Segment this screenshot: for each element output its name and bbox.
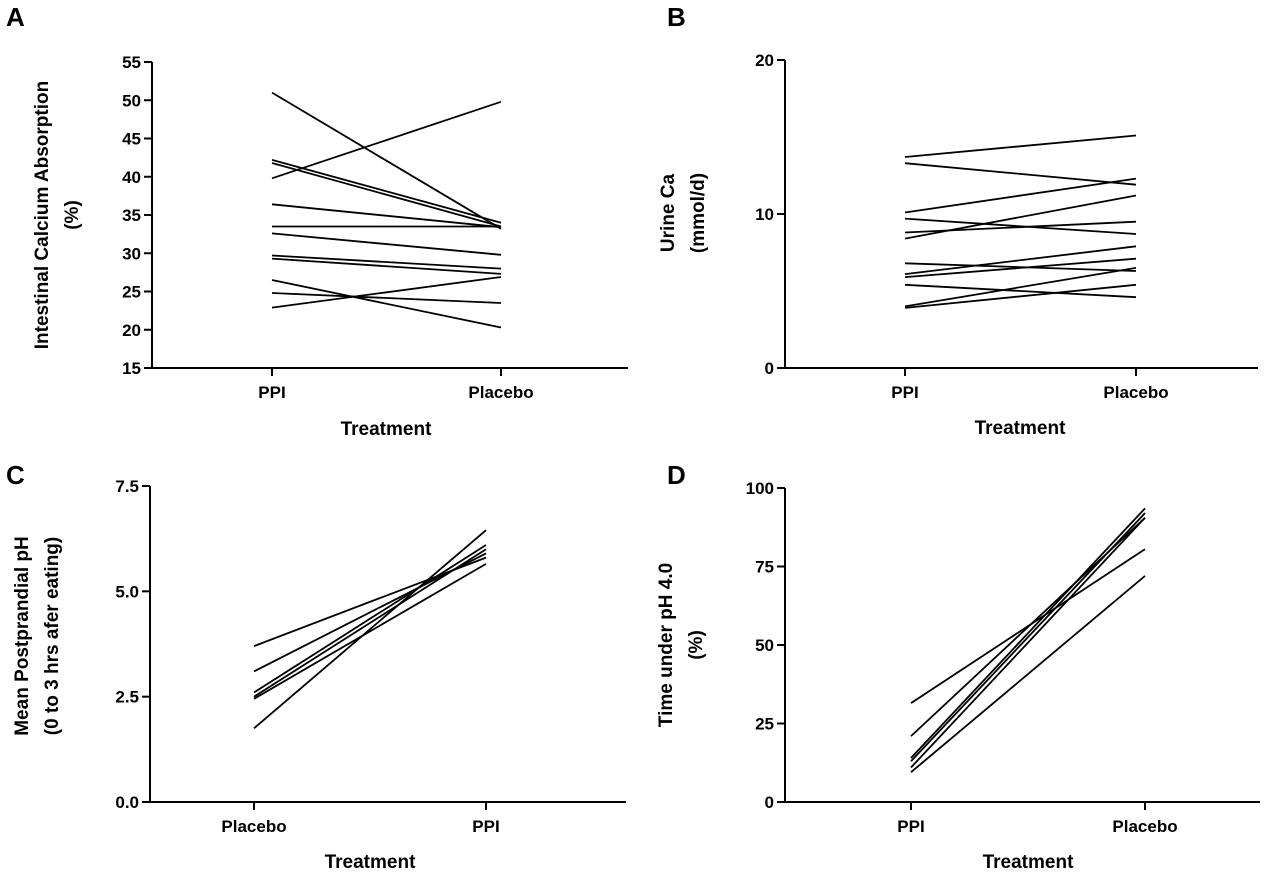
y-tick-label: 10 — [755, 205, 774, 224]
panel-letter-d: D — [667, 460, 686, 490]
series-line — [271, 254, 502, 270]
y-tick-label: 0 — [765, 359, 774, 378]
y-tick-label: 7.5 — [115, 477, 139, 496]
series-line — [253, 563, 487, 700]
series-line — [271, 100, 502, 180]
series-line — [271, 292, 502, 304]
x-tick-label: PPI — [891, 383, 918, 402]
series-line — [904, 257, 1137, 278]
x-tick-label: Placebo — [1103, 383, 1168, 402]
x-tick-label: Placebo — [468, 383, 533, 402]
y-tick-label: 20 — [755, 51, 774, 70]
x-axis-title: Treatment — [983, 852, 1074, 872]
y-tick-label: 50 — [122, 91, 141, 110]
y-axis-title-line: (mmol/d) — [688, 173, 709, 253]
series-line — [904, 194, 1137, 240]
series-line — [904, 283, 1137, 309]
y-tick-label: 50 — [755, 636, 774, 655]
x-axis-title: Treatment — [975, 418, 1066, 439]
panel-letter-b: B — [667, 2, 686, 32]
x-axis-title: Treatment — [341, 419, 432, 440]
series-line — [904, 162, 1137, 186]
x-tick-label: PPI — [897, 817, 924, 836]
chart-panel-c: 0.0 2.5 5.0 7.5 Placebo PPI Treatment Mean Post… — [12, 477, 626, 872]
y-tick-label: 0.0 — [115, 793, 139, 812]
y-axis-title-line: Intestinal Calcium Absorption — [32, 81, 53, 350]
chart-panel-a: 15 20 25 30 35 40 45 50 55 PPI Placebo Treatment Int… — [32, 53, 628, 440]
y-axis-title-line: Mean Postprandial pH — [12, 536, 33, 736]
chart-panel-b: 0 10 20 PPI Placebo Treatment Urine Ca (mmol/d) — [658, 51, 1258, 439]
series-line — [271, 162, 502, 228]
series-line — [904, 283, 1137, 299]
series-line — [271, 91, 502, 230]
chart-panel-d: 0 25 50 75 100 PPI Placebo Treatment Time under … — [656, 479, 1260, 872]
y-tick-label: 0 — [765, 793, 774, 812]
series-line — [910, 517, 1146, 769]
series-line — [904, 134, 1137, 158]
y-tick-label: 2.5 — [115, 688, 139, 707]
x-tick-label: Placebo — [221, 817, 286, 836]
series-line — [271, 257, 502, 275]
y-tick-label: 35 — [122, 206, 141, 225]
x-tick-label: PPI — [472, 817, 499, 836]
series-line — [271, 279, 502, 329]
series-line — [910, 512, 1146, 762]
series-line — [253, 548, 487, 698]
y-tick-label: 20 — [122, 321, 141, 340]
series-line — [271, 203, 502, 229]
y-tick-label: 75 — [755, 558, 774, 577]
series-line — [904, 267, 1137, 308]
series-line — [253, 529, 487, 729]
panel-letter-a: A — [6, 2, 25, 32]
y-axis-title-line: (%) — [686, 630, 707, 660]
y-tick-label: 40 — [122, 168, 141, 187]
series-line — [910, 575, 1146, 773]
y-axis-title-line: (0 to 3 hrs afer eating) — [42, 537, 63, 736]
y-tick-label: 5.0 — [115, 582, 139, 601]
y-tick-label: 30 — [122, 244, 141, 263]
y-tick-label: 25 — [755, 715, 774, 734]
series-line — [271, 232, 502, 256]
series-line — [271, 159, 502, 224]
series-line — [271, 276, 502, 309]
series-line — [910, 507, 1146, 759]
y-tick-label: 45 — [122, 130, 141, 149]
y-tick-label: 15 — [122, 359, 141, 378]
x-axis-title: Treatment — [325, 852, 416, 872]
series-line — [904, 177, 1137, 214]
y-tick-label: 25 — [122, 283, 141, 302]
y-tick-label: 100 — [746, 479, 774, 498]
panel-letter-c: C — [6, 460, 25, 490]
y-axis-title-line: Urine Ca — [658, 174, 679, 253]
y-axis-title-line: Time under pH 4.0 — [656, 563, 677, 727]
y-tick-label: 55 — [122, 53, 141, 72]
y-axis-title-line: (%) — [62, 200, 83, 230]
series-line — [253, 544, 487, 694]
series-line — [904, 245, 1137, 275]
x-tick-label: Placebo — [1112, 817, 1177, 836]
x-tick-label: PPI — [258, 383, 285, 402]
